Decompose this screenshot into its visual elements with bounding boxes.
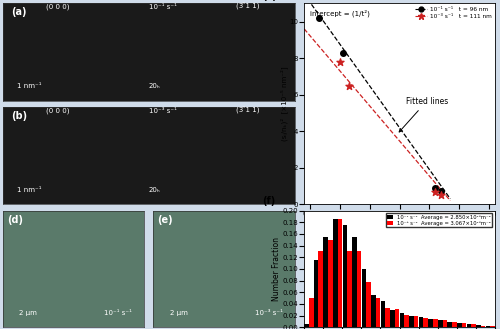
Point [339,50,347,55]
Point [432,185,440,190]
Text: (3 ̃1 1): (3 ̃1 1) [236,3,260,10]
Bar [338,219,342,327]
Bar [304,324,309,327]
Bar [376,298,380,327]
Text: (b): (b) [12,111,28,121]
Point [345,83,353,88]
Text: (0 0 0): (0 0 0) [46,107,70,114]
Bar [404,315,409,327]
Text: (3 ̃1 1): (3 ̃1 1) [236,107,260,114]
Text: 10⁻¹ s⁻¹: 10⁻¹ s⁻¹ [104,310,132,316]
Bar [490,326,495,327]
Legend: 10⁻¹ s⁻¹   t = 96 nm, 10⁻³ s⁻¹   t = 111 nm: 10⁻¹ s⁻¹ t = 96 nm, 10⁻³ s⁻¹ t = 111 nm [412,5,494,22]
Bar [466,324,471,327]
Bar [428,318,433,327]
Bar [433,319,438,327]
Bar [366,282,371,327]
Bar [318,251,323,327]
Text: intercept = (1/t²): intercept = (1/t²) [310,9,370,17]
Point [336,59,344,64]
Bar [356,251,361,327]
Y-axis label: Number Fraction: Number Fraction [272,237,281,301]
Bar [400,313,404,327]
Bar [371,295,376,327]
Text: 1 nm⁻¹: 1 nm⁻¹ [17,83,42,89]
Legend: 10⁻¹ s⁻¹  Average = 2.850×10¹⁶m⁻², 10⁻³ s⁻¹  Average = 3.067×10¹⁶m⁻²: 10⁻¹ s⁻¹ Average = 2.850×10¹⁶m⁻², 10⁻³ s… [386,213,492,227]
Bar [309,298,314,327]
Bar [462,323,466,327]
Text: 1 nm⁻¹: 1 nm⁻¹ [17,187,42,192]
Text: 20ₕ: 20ₕ [148,187,160,192]
Bar [362,269,366,327]
Text: 10⁻¹ s⁻¹: 10⁻¹ s⁻¹ [148,4,176,10]
Bar [390,310,395,327]
Text: 20ₕ: 20ₕ [148,83,160,89]
Bar [471,324,476,327]
Text: 2 μm: 2 μm [170,310,188,316]
Bar [347,251,352,327]
Bar [476,325,480,327]
Text: (f): (f) [262,196,276,206]
Bar [438,320,442,327]
Bar [386,308,390,327]
X-axis label: (1/nₖ)²: (1/nₖ)² [388,222,412,231]
Bar [480,326,486,327]
Bar [424,318,428,327]
Text: (c): (c) [262,0,277,1]
Text: 10⁻³ s⁻¹: 10⁻³ s⁻¹ [255,310,283,316]
Text: 10⁻³ s⁻¹: 10⁻³ s⁻¹ [148,108,176,114]
Bar [380,301,386,327]
Text: (0 0 0): (0 0 0) [46,4,70,10]
Text: (d): (d) [6,215,22,225]
Bar [486,326,490,327]
Text: (e): (e) [158,215,173,225]
Point [438,189,446,194]
Bar [352,237,356,327]
Text: 2 μm: 2 μm [20,310,38,316]
Point [432,190,440,195]
Bar [442,320,447,327]
Bar [419,317,424,327]
Bar [328,240,332,327]
Y-axis label: (sᵢ/nₖ)²  [×10⁻⁵ nm⁻²]: (sᵢ/nₖ)² [×10⁻⁵ nm⁻²] [280,66,287,141]
Bar [457,323,462,327]
Bar [452,322,456,327]
Bar [448,321,452,327]
Bar [314,260,318,327]
Point [315,15,323,20]
Bar [414,316,418,327]
Point [438,192,446,198]
Bar [333,219,338,327]
Bar [324,237,328,327]
Bar [410,316,414,327]
Bar [395,309,400,327]
Text: (a): (a) [12,7,27,17]
Text: Fitted lines: Fitted lines [399,97,448,132]
Bar [342,225,347,327]
